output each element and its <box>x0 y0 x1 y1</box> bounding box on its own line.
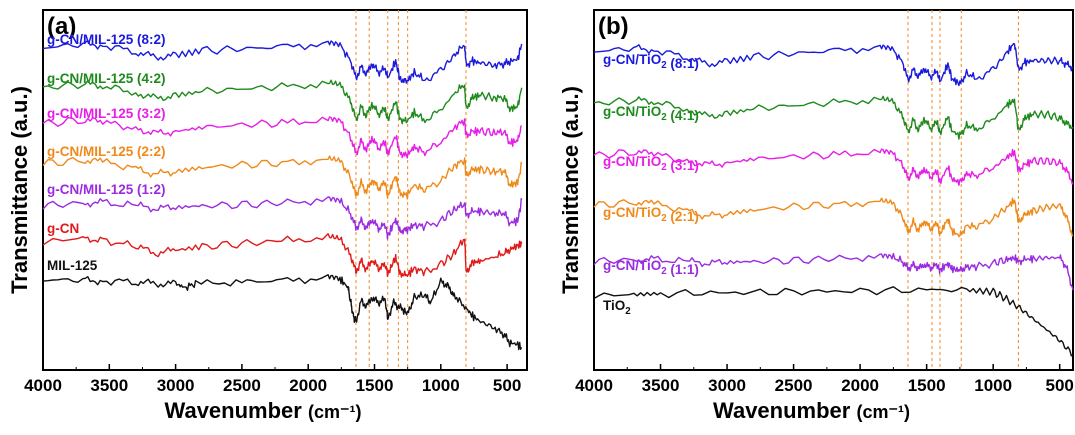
series-label: MIL-125 <box>47 258 98 273</box>
series-label: g-CN/TiO2 (4:1) <box>603 104 699 123</box>
plot-frame <box>593 9 1074 371</box>
x-tick-label: 2500 <box>775 376 813 395</box>
series-label: g-CN/MIL-125 (8:2) <box>47 32 166 47</box>
series-label: g-CN <box>47 221 79 236</box>
series-line <box>42 116 522 159</box>
panel-a: 4000 3500 3000 2500 2000 1500 1000 500 Wavenumbe… <box>7 9 528 423</box>
series-line <box>42 155 523 200</box>
series-line <box>42 196 523 240</box>
panel-label: (b) <box>598 13 629 40</box>
series-label: g-CN/MIL-125 (1:2) <box>47 182 166 197</box>
series-line <box>42 233 523 278</box>
series-line <box>42 274 523 351</box>
plot-frame <box>42 9 528 371</box>
panel-label: (a) <box>47 13 76 40</box>
series-line <box>593 252 1074 291</box>
y-axis-label: Transmittance (a.u.) <box>558 86 583 294</box>
x-tick-label: 2000 <box>841 376 879 395</box>
x-tick-label: 3000 <box>708 376 746 395</box>
series-line <box>593 95 1074 140</box>
x-tick-label: 4000 <box>575 376 613 395</box>
series-line <box>42 79 523 125</box>
series-label: g-CN/TiO2 (3:1) <box>603 154 699 173</box>
series-label: g-CN/TiO2 (2:1) <box>603 205 699 224</box>
x-tick-label: 4000 <box>24 376 62 395</box>
x-axis-label: Wavenumber (cm⁻¹) <box>713 398 910 423</box>
series-line <box>42 39 523 84</box>
series-line <box>593 286 1074 357</box>
x-tick-label: 1500 <box>356 376 394 395</box>
series-label: g-CN/TiO2 (1:1) <box>603 258 699 277</box>
x-tick-label: 2500 <box>223 376 261 395</box>
y-axis-label: Transmittance (a.u.) <box>7 86 32 294</box>
series-line <box>593 197 1074 238</box>
x-tick-label: 1000 <box>422 376 460 395</box>
x-tick-label: 500 <box>1046 376 1074 395</box>
x-tick-label: 1000 <box>974 376 1012 395</box>
x-tick-label: 1500 <box>908 376 946 395</box>
series-label: g-CN/MIL-125 (3:2) <box>47 106 166 121</box>
series-label: g-CN/TiO2 (8:1) <box>603 52 699 71</box>
series-line <box>593 42 1074 87</box>
x-tick-label: 500 <box>493 376 521 395</box>
series-label: g-CN/MIL-125 (2:2) <box>47 144 166 159</box>
series-label: TiO2 <box>603 298 631 317</box>
x-axis-label: Wavenumber (cm⁻¹) <box>165 398 362 423</box>
panel-b: 4000 3500 3000 2500 2000 1500 1000 500 Wavenumbe… <box>558 9 1074 423</box>
x-tick-label: 3500 <box>90 376 128 395</box>
series-line <box>593 148 1074 186</box>
x-tick-label: 3000 <box>157 376 195 395</box>
x-tick-label: 3500 <box>642 376 680 395</box>
x-tick-label: 2000 <box>289 376 327 395</box>
series-label: g-CN/MIL-125 (4:2) <box>47 71 166 86</box>
